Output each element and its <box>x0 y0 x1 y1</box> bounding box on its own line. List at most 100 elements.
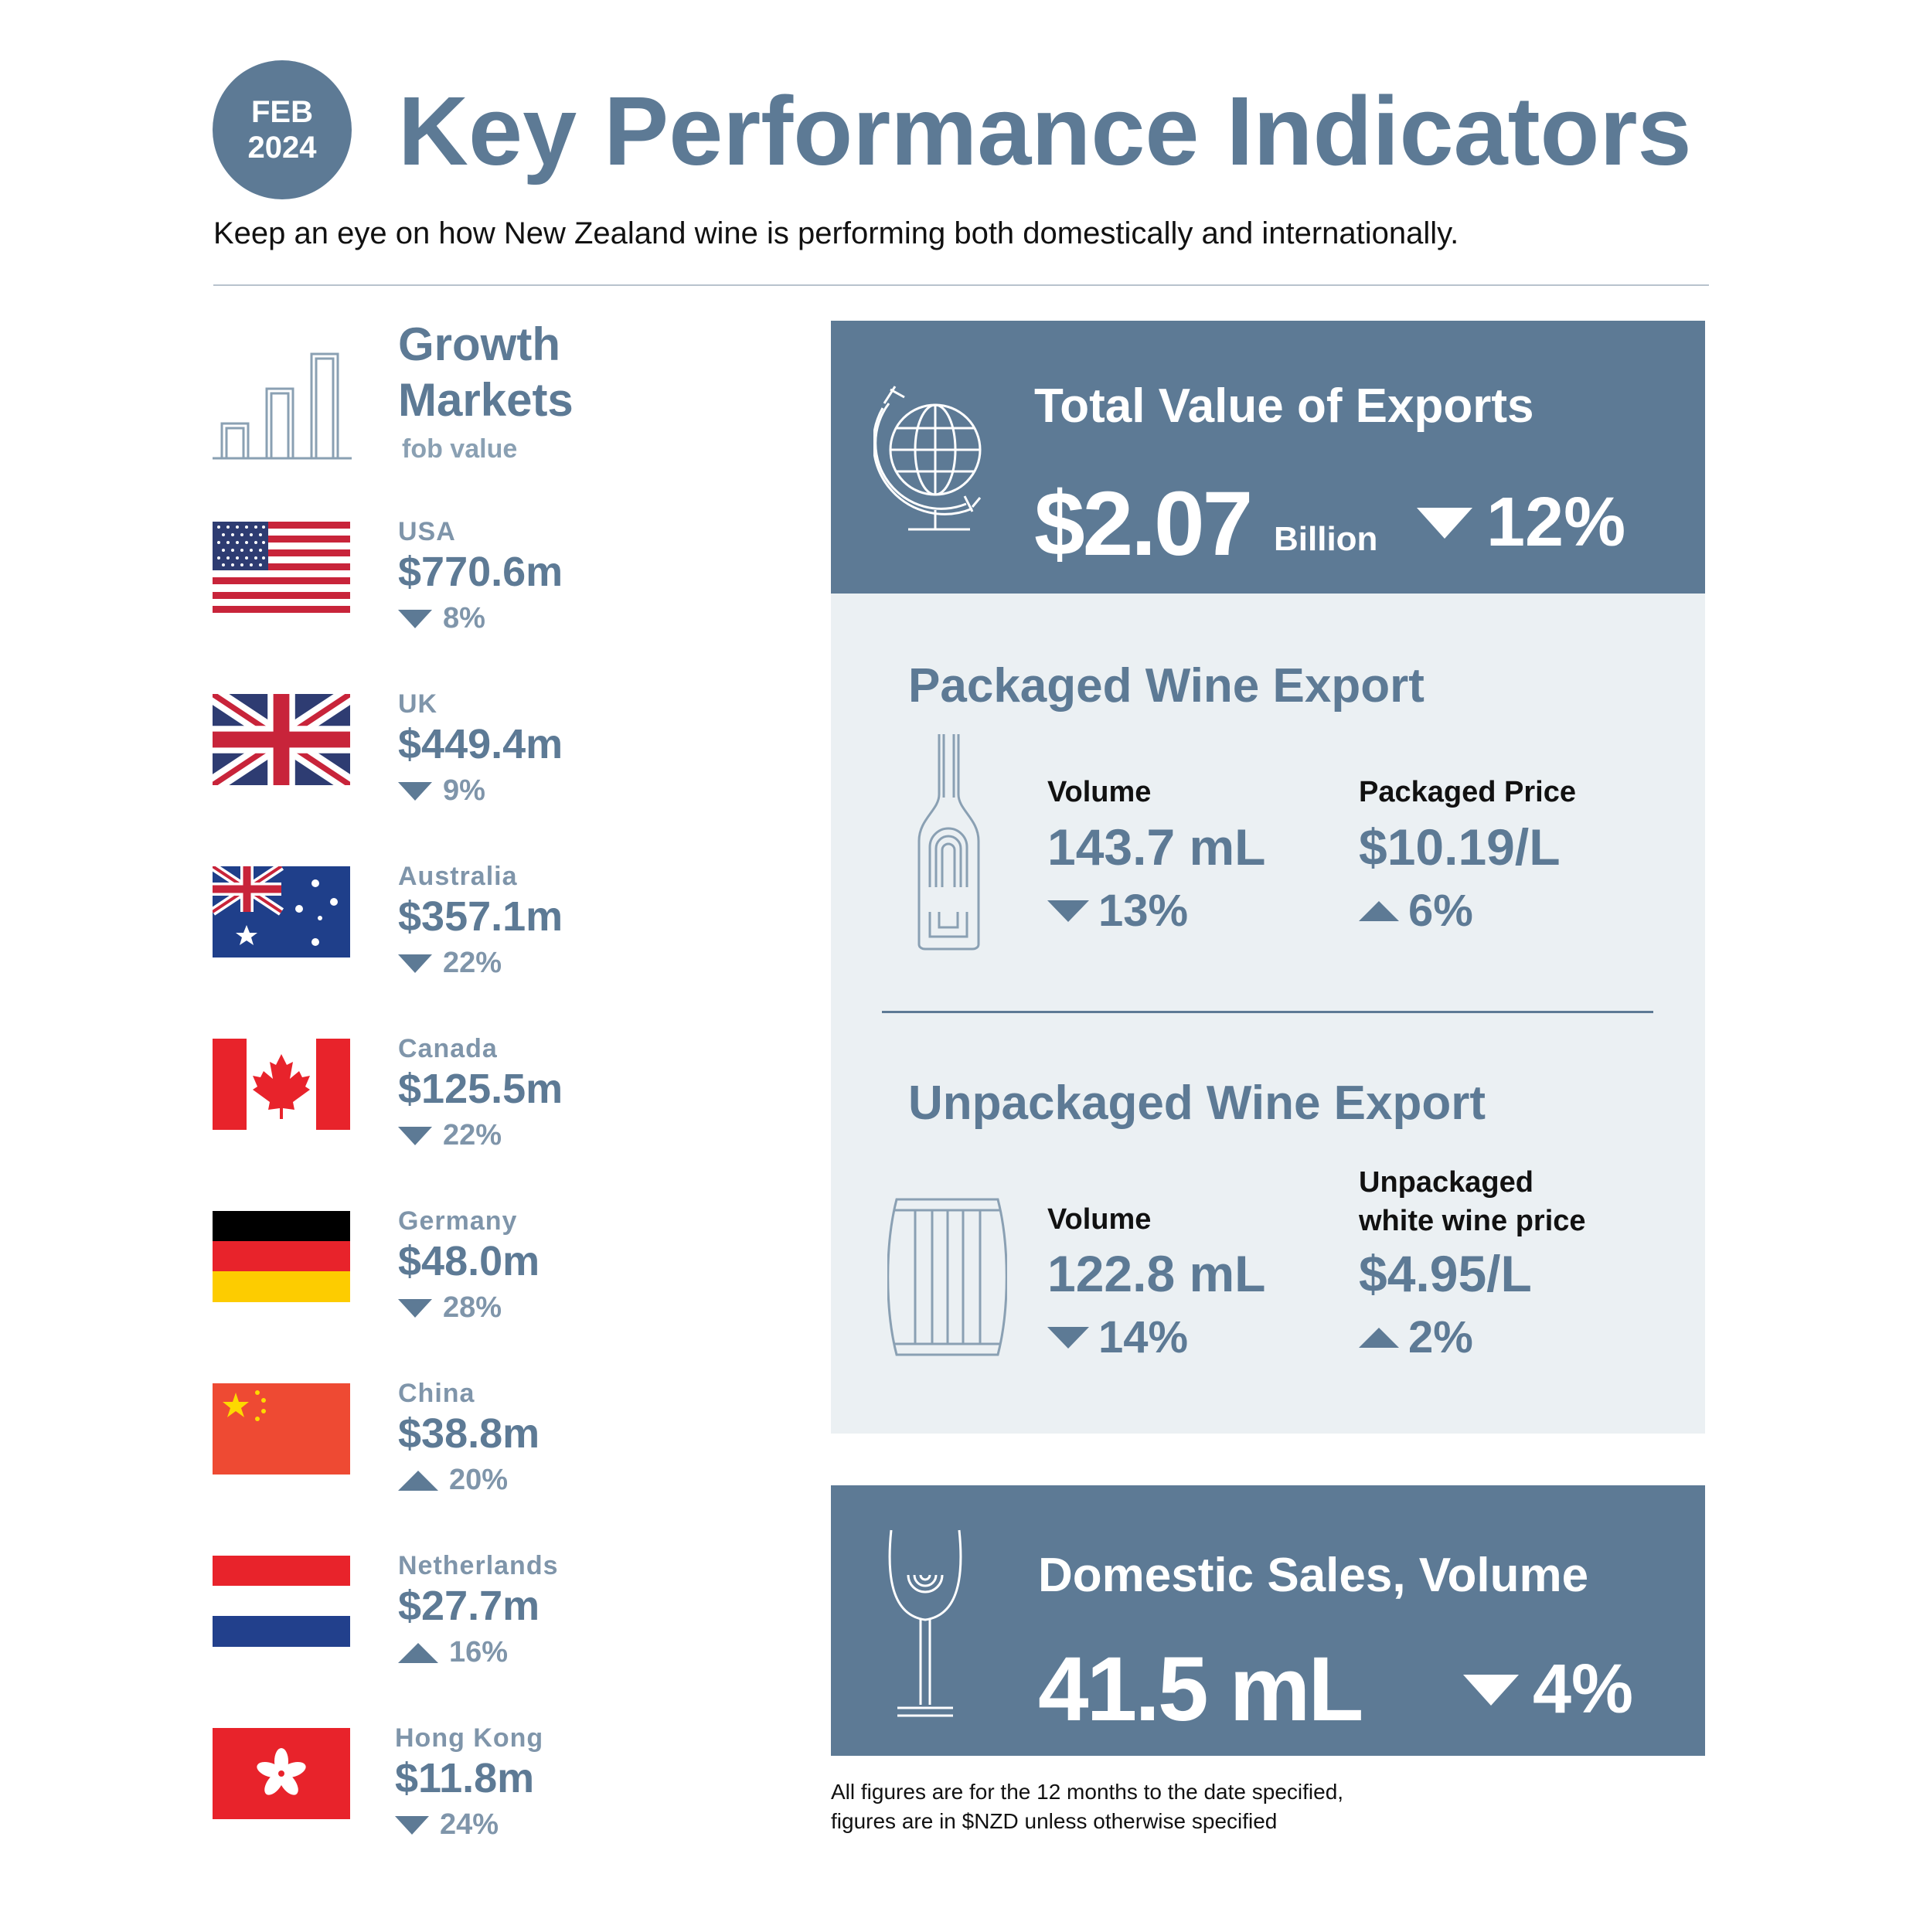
domestic-sales-value: 41.5 mL <box>1038 1638 1363 1740</box>
germany-flag <box>213 1211 350 1302</box>
market-value: $770.6m <box>398 549 563 595</box>
growth-markets-title-line2: Markets <box>398 374 574 426</box>
unpackaged-volume-change-value: 14% <box>1098 1312 1189 1362</box>
down-arrow-icon <box>398 1298 432 1318</box>
market-name: China <box>398 1379 475 1408</box>
market-value: $11.8m <box>395 1755 535 1801</box>
down-arrow-icon <box>398 609 432 628</box>
market-change-value: 8% <box>443 602 485 634</box>
up-arrow-icon <box>398 1642 438 1663</box>
growth-chart-icon <box>213 352 352 460</box>
total-exports-value: $2.07 <box>1034 473 1253 575</box>
down-arrow-icon <box>1047 1326 1089 1349</box>
market-change-value: 22% <box>443 1119 502 1151</box>
footnote: All figures are for the 12 months to the… <box>831 1777 1343 1836</box>
market-value: $357.1m <box>398 893 563 940</box>
unpackaged-price-label-line1: Unpackaged <box>1359 1166 1533 1199</box>
market-value: $125.5m <box>398 1066 563 1112</box>
unpackaged-title: Unpackaged Wine Export <box>908 1077 1486 1130</box>
market-row-usa: USA $770.6m 8% <box>213 517 769 634</box>
date-month: FEB <box>251 95 313 129</box>
market-row-hong-kong: Hong Kong $11.8m 24% <box>213 1723 769 1841</box>
down-arrow-icon <box>398 781 432 801</box>
market-change: 22% <box>398 1119 502 1152</box>
down-arrow-icon <box>398 954 432 973</box>
date-badge: FEB 2024 <box>213 60 352 199</box>
section-divider <box>882 1011 1653 1013</box>
wine-bottle-icon <box>916 733 982 951</box>
packaged-price-change: 6% <box>1359 885 1473 937</box>
up-arrow-icon <box>1359 900 1399 921</box>
down-arrow-icon <box>1047 900 1089 922</box>
total-exports-unit: Billion <box>1274 520 1378 558</box>
wine-glass-icon <box>885 1529 966 1718</box>
netherlands-flag <box>213 1556 350 1647</box>
market-row-australia: Australia $357.1m 22% <box>213 862 769 979</box>
page-subtitle: Keep an eye on how New Zealand wine is p… <box>213 216 1459 250</box>
australia-flag <box>213 866 350 957</box>
market-value: $27.7m <box>398 1583 540 1629</box>
unpackaged-price-label-line2: white wine price <box>1359 1205 1586 1237</box>
domestic-sales-panel <box>831 1485 1705 1756</box>
domestic-sales-title: Domestic Sales, Volume <box>1038 1549 1589 1602</box>
market-name: Hong Kong <box>395 1723 544 1753</box>
total-exports-change: 12% <box>1417 483 1625 563</box>
unpackaged-volume-value: 122.8 mL <box>1047 1245 1266 1302</box>
total-exports-panel <box>831 321 1705 594</box>
domestic-sales-change: 4% <box>1463 1650 1633 1730</box>
hong-kong-flag <box>213 1728 350 1819</box>
total-exports-title: Total Value of Exports <box>1034 379 1534 433</box>
down-arrow-icon <box>395 1815 429 1835</box>
page-title: Key Performance Indicators <box>398 77 1692 185</box>
packaged-volume-label: Volume <box>1047 776 1152 808</box>
domestic-sales-change-value: 4% <box>1533 1651 1634 1728</box>
wine-export-panel <box>831 594 1705 1434</box>
unpackaged-price-change-value: 2% <box>1408 1312 1473 1362</box>
unpackaged-price-change: 2% <box>1359 1311 1473 1363</box>
market-row-netherlands: Netherlands $27.7m 16% <box>213 1551 769 1668</box>
growth-markets-title: Growth Markets <box>398 317 574 428</box>
packaged-volume-change-value: 13% <box>1098 886 1189 936</box>
market-name: Australia <box>398 862 518 891</box>
market-change: 28% <box>398 1291 502 1325</box>
packaged-volume-change: 13% <box>1047 885 1188 937</box>
market-change-value: 16% <box>449 1636 509 1668</box>
market-change: 9% <box>398 774 485 808</box>
unpackaged-volume-change: 14% <box>1047 1311 1188 1363</box>
market-row-china: China $38.8m 20% <box>213 1379 769 1496</box>
market-change-value: 20% <box>449 1464 509 1496</box>
wine-barrel-icon <box>887 1198 1008 1356</box>
market-change: 22% <box>398 947 502 980</box>
market-name: USA <box>398 517 456 546</box>
down-arrow-icon <box>1463 1674 1519 1706</box>
total-exports-change-value: 12% <box>1486 484 1626 561</box>
footnote-line1: All figures are for the 12 months to the… <box>831 1780 1344 1804</box>
market-change-value: 24% <box>440 1808 499 1841</box>
up-arrow-icon <box>1359 1327 1399 1348</box>
growth-markets-title-line1: Growth <box>398 318 560 370</box>
market-change: 16% <box>398 1636 508 1669</box>
market-change: 8% <box>398 602 485 635</box>
up-arrow-icon <box>398 1470 438 1491</box>
market-value: $38.8m <box>398 1410 540 1457</box>
packaged-price-label: Packaged Price <box>1359 776 1576 808</box>
down-arrow-icon <box>1417 507 1472 539</box>
market-change-value: 9% <box>443 774 485 807</box>
growth-markets-subtitle: fob value <box>402 434 518 464</box>
market-row-germany: Germany $48.0m 28% <box>213 1206 769 1324</box>
china-flag <box>213 1383 350 1475</box>
unpackaged-price-label: Unpackaged white wine price <box>1359 1163 1586 1240</box>
unpackaged-price-value: $4.95/L <box>1359 1245 1532 1302</box>
market-row-canada: Canada $125.5m 22% <box>213 1034 769 1151</box>
market-change-value: 28% <box>443 1291 502 1324</box>
down-arrow-icon <box>398 1126 432 1145</box>
market-change: 24% <box>395 1808 499 1842</box>
packaged-price-change-value: 6% <box>1408 886 1473 936</box>
packaged-title: Packaged Wine Export <box>908 659 1425 713</box>
market-name: UK <box>398 689 438 719</box>
market-name: Canada <box>398 1034 498 1063</box>
date-year: 2024 <box>247 131 317 165</box>
market-change-value: 22% <box>443 947 502 979</box>
market-value: $449.4m <box>398 721 563 767</box>
uk-flag <box>213 694 350 785</box>
